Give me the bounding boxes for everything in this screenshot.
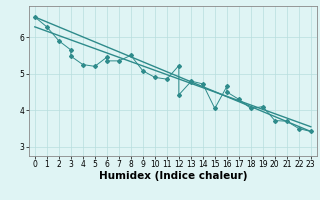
X-axis label: Humidex (Indice chaleur): Humidex (Indice chaleur) [99,171,247,181]
